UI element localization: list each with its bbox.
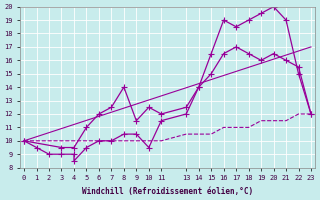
X-axis label: Windchill (Refroidissement éolien,°C): Windchill (Refroidissement éolien,°C) [82,187,253,196]
